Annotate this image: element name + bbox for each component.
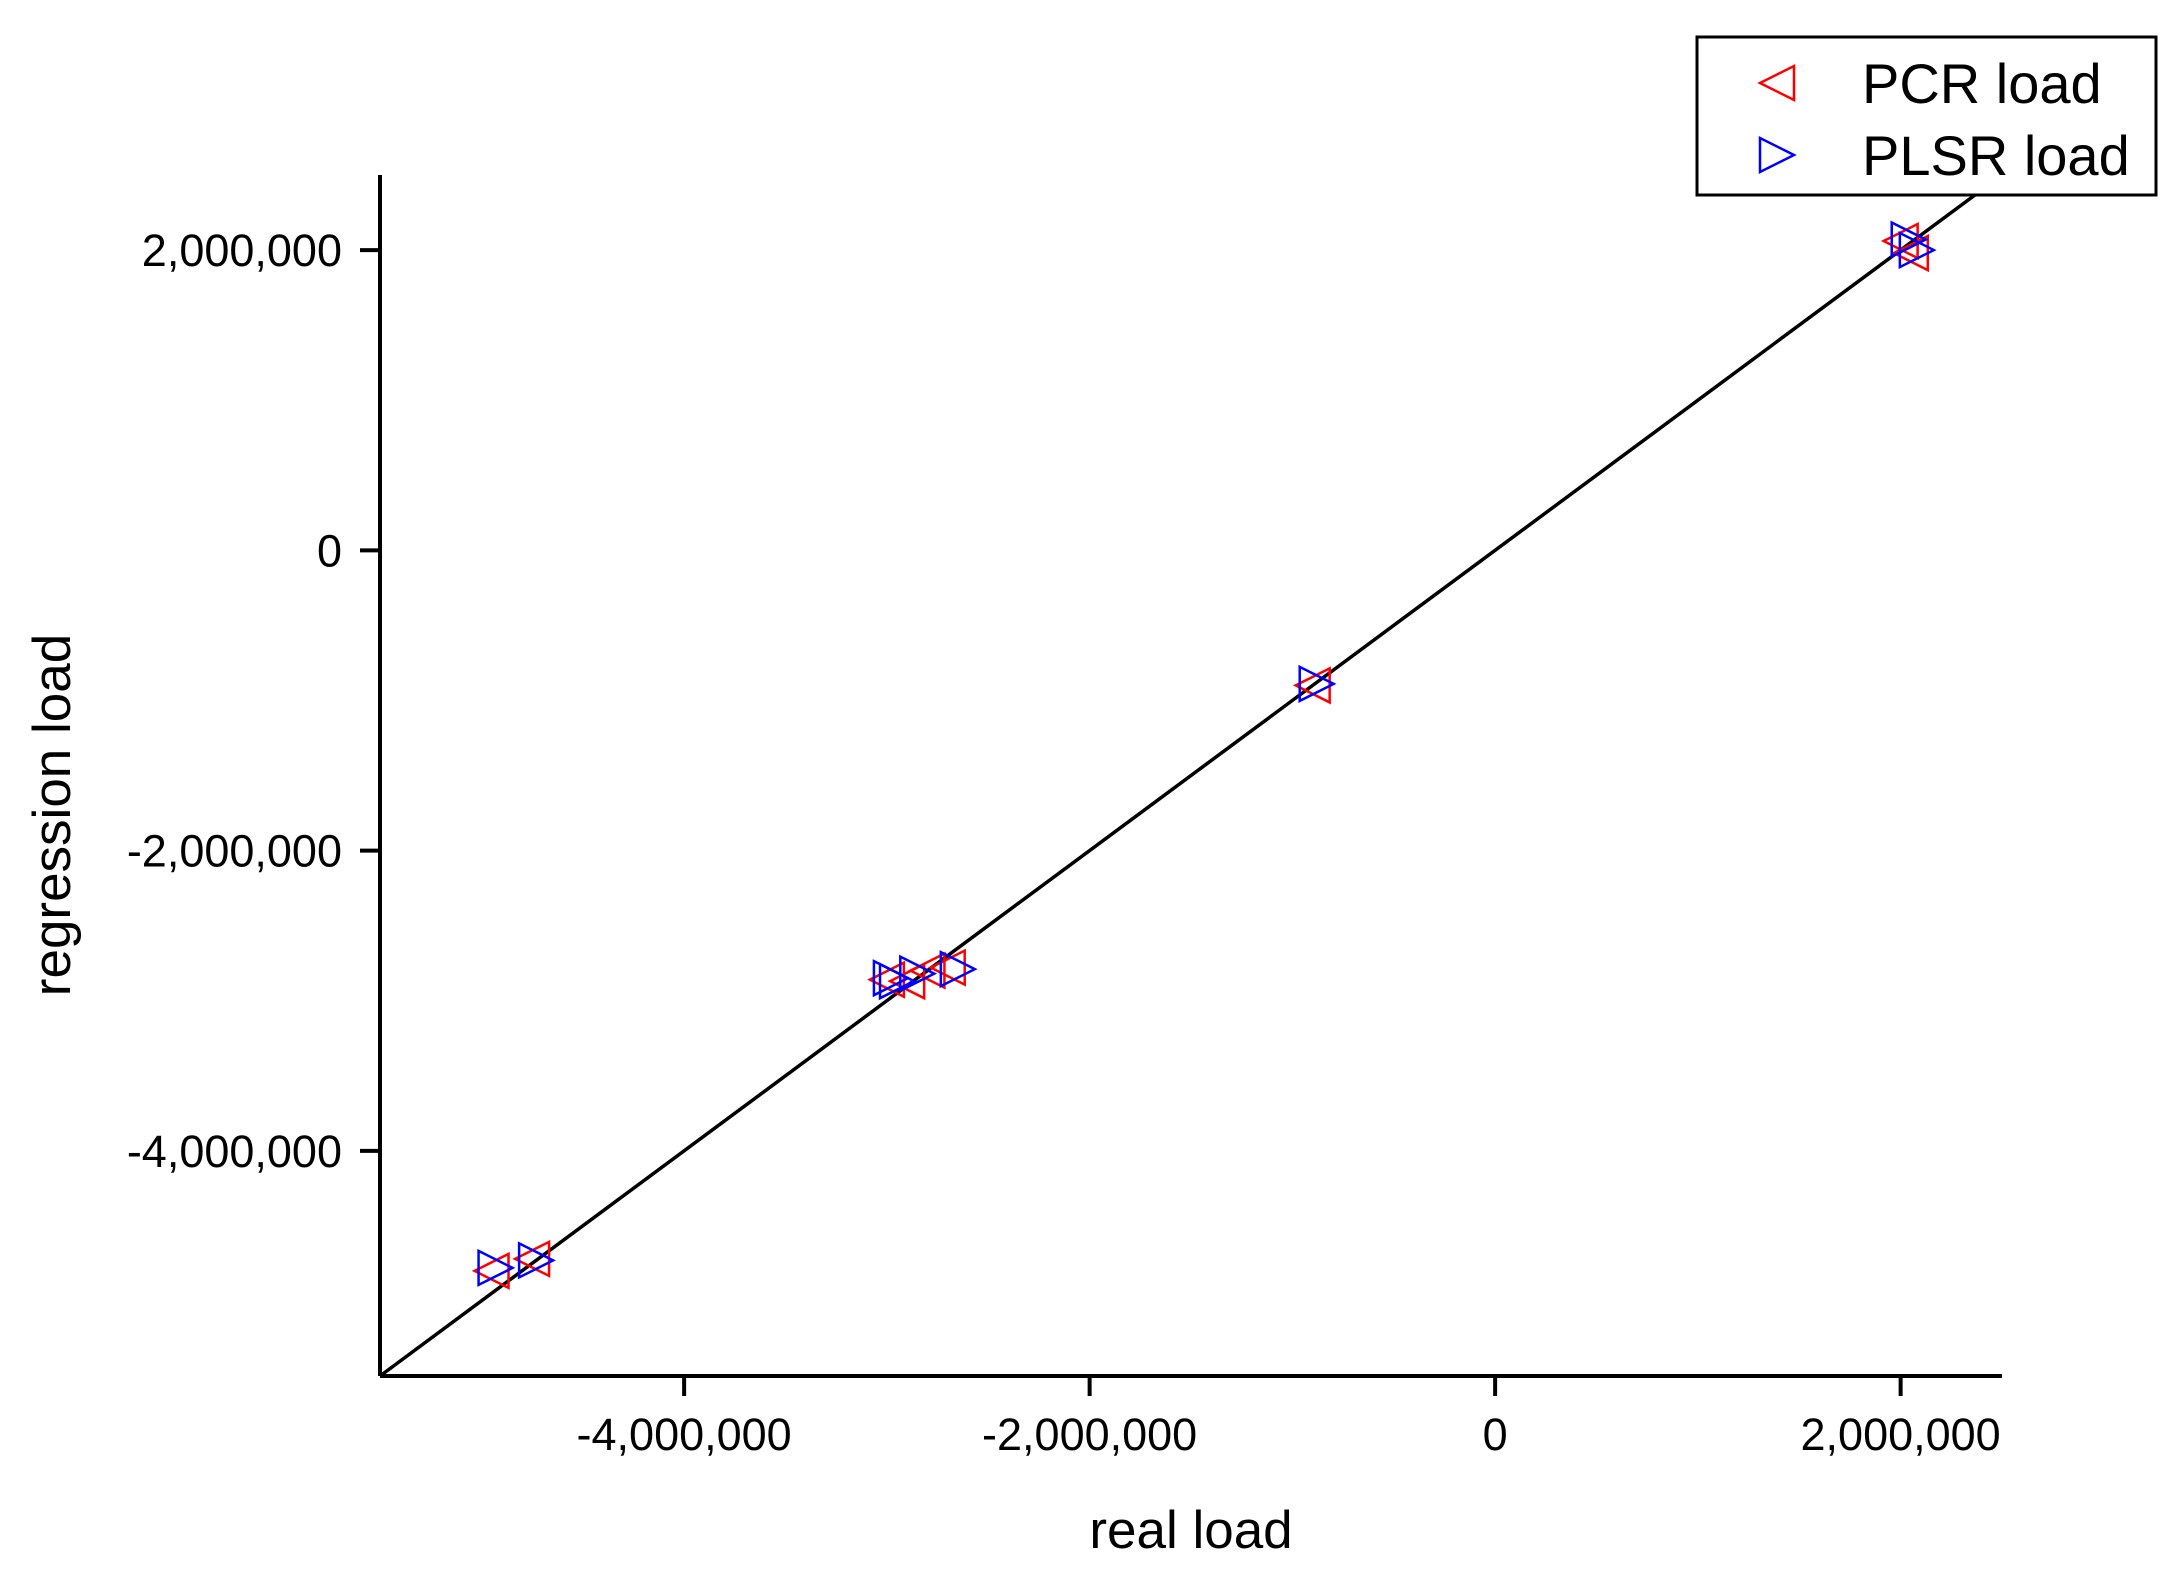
x-tick-label: 2,000,000 [1801, 1409, 2001, 1460]
reference-line [378, 173, 2004, 1378]
plsr-point [1298, 664, 1337, 703]
legend-box [1695, 35, 2158, 197]
x-tick-label: -4,000,000 [577, 1409, 792, 1460]
y-ticks: -4,000,000 -2,000,000 0 2,000,000 [127, 225, 380, 1177]
plsr-point [1898, 231, 1937, 270]
y-tick-label: 0 [317, 525, 342, 576]
legend-label-pcr: PCR load [1862, 52, 2102, 115]
y-tick-label: -2,000,000 [127, 826, 342, 877]
y-tick-label: 2,000,000 [142, 225, 342, 276]
plsr-point [477, 1248, 516, 1287]
legend: PCR load PLSR load [1695, 35, 2158, 197]
plsr-point [939, 950, 978, 989]
y-tick-label: -4,000,000 [127, 1126, 342, 1177]
plsr-point [899, 954, 938, 993]
x-ticks: -4,000,000 -2,000,000 0 2,000,000 [577, 1376, 2001, 1460]
y-axis-title: regression load [23, 634, 82, 996]
legend-label-plsr: PLSR load [1862, 124, 2130, 187]
plsr-point [517, 1241, 556, 1280]
pcr-point [887, 962, 926, 1001]
x-tick-label: 0 [1483, 1409, 1508, 1460]
legend-marker-plsr [1758, 135, 1797, 175]
data-markers [471, 220, 1937, 1290]
legend-marker-pcr [1757, 63, 1796, 103]
x-axis-title: real load [1089, 1501, 1292, 1560]
plsr-point [878, 962, 917, 1001]
pcr-point [927, 948, 966, 987]
x-tick-label: -2,000,000 [982, 1409, 1197, 1460]
pcr-point [907, 951, 946, 990]
plsr-point [1890, 220, 1929, 259]
